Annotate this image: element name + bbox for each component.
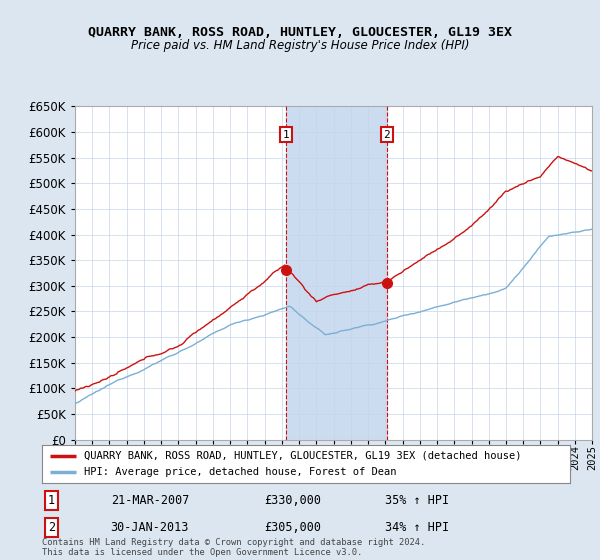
Text: QUARRY BANK, ROSS ROAD, HUNTLEY, GLOUCESTER, GL19 3EX (detached house): QUARRY BANK, ROSS ROAD, HUNTLEY, GLOUCES… xyxy=(84,451,522,461)
Text: 35% ↑ HPI: 35% ↑ HPI xyxy=(385,493,449,507)
Text: 1: 1 xyxy=(282,130,289,140)
Text: HPI: Average price, detached house, Forest of Dean: HPI: Average price, detached house, Fore… xyxy=(84,467,397,477)
Bar xyxy=(286,106,386,440)
Text: £305,000: £305,000 xyxy=(264,521,321,534)
Text: 2: 2 xyxy=(383,130,390,140)
Text: 21-MAR-2007: 21-MAR-2007 xyxy=(110,493,189,507)
Text: 30-JAN-2013: 30-JAN-2013 xyxy=(110,521,189,534)
Text: 2: 2 xyxy=(48,521,55,534)
Text: 34% ↑ HPI: 34% ↑ HPI xyxy=(385,521,449,534)
Text: QUARRY BANK, ROSS ROAD, HUNTLEY, GLOUCESTER, GL19 3EX: QUARRY BANK, ROSS ROAD, HUNTLEY, GLOUCES… xyxy=(88,26,512,39)
Text: Contains HM Land Registry data © Crown copyright and database right 2024.
This d: Contains HM Land Registry data © Crown c… xyxy=(42,538,425,557)
Text: 1: 1 xyxy=(48,493,55,507)
Text: Price paid vs. HM Land Registry's House Price Index (HPI): Price paid vs. HM Land Registry's House … xyxy=(131,39,469,53)
Text: £330,000: £330,000 xyxy=(264,493,321,507)
